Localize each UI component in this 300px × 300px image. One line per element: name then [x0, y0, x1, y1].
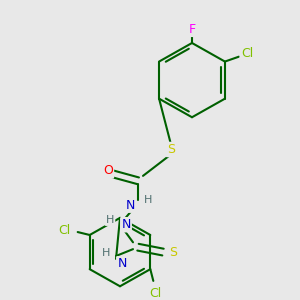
Text: Cl: Cl	[149, 287, 161, 300]
Text: N: N	[117, 257, 127, 270]
Text: O: O	[103, 164, 113, 178]
Text: N: N	[121, 218, 131, 231]
Text: S: S	[169, 246, 177, 259]
Text: H: H	[106, 215, 114, 225]
Text: H: H	[144, 195, 152, 205]
Text: Cl: Cl	[241, 47, 253, 60]
Text: F: F	[188, 23, 196, 36]
Text: N: N	[125, 199, 135, 212]
Text: Cl: Cl	[58, 224, 71, 237]
Text: S: S	[167, 143, 175, 156]
Text: H: H	[102, 248, 110, 258]
